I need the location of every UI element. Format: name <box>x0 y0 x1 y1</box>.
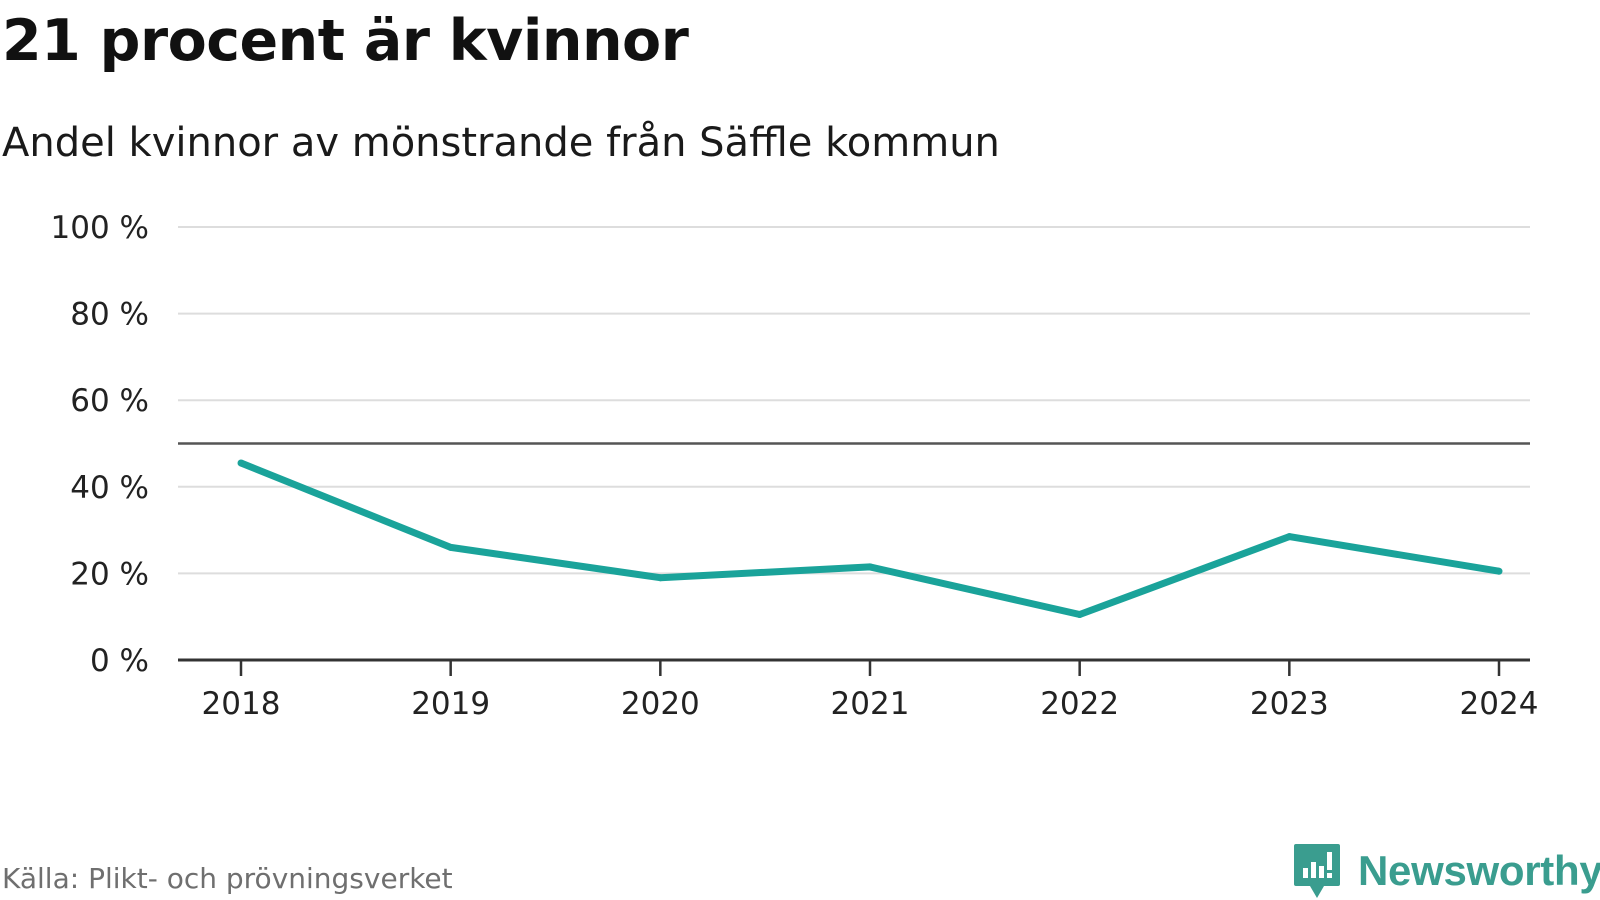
x-tick-label: 2021 <box>831 686 910 722</box>
data-point-2020 <box>656 574 664 582</box>
chart-title: 21 procent är kvinnor <box>2 8 689 74</box>
y-tick-label: 100 % <box>51 210 149 246</box>
x-tick-label: 2019 <box>411 686 490 722</box>
x-axis-ticks: 2018 2019 2020 2021 2022 2023 2024 <box>178 658 1539 722</box>
brand-logo: Newsworthy <box>1292 842 1600 900</box>
y-tick-label: 80 % <box>70 297 149 333</box>
x-tick-label: 2023 <box>1250 686 1329 722</box>
data-point-2024 <box>1495 567 1503 575</box>
x-tick-label: 2022 <box>1040 686 1119 722</box>
chart-subtitle: Andel kvinnor av mönstrande från Säffle … <box>2 120 1000 166</box>
data-series <box>237 459 1503 619</box>
gridlines <box>178 226 1530 575</box>
y-tick-label: 60 % <box>70 383 149 419</box>
y-tick-label: 0 % <box>90 643 149 679</box>
source-note: Källa: Plikt- och prövningsverket <box>2 862 453 895</box>
y-tick-label: 40 % <box>70 470 149 506</box>
x-tick-label: 2018 <box>202 686 281 722</box>
data-point-2022 <box>1076 611 1084 619</box>
x-tick-label: 2024 <box>1460 686 1539 722</box>
y-axis-ticks: 0 % 20 % 40 % 60 % 80 % 100 % <box>51 210 149 679</box>
brand-name: Newsworthy <box>1358 847 1600 894</box>
data-point-2021 <box>866 563 874 571</box>
series-line <box>239 459 1500 618</box>
y-tick-label: 20 % <box>70 556 149 592</box>
data-point-2018 <box>237 459 245 467</box>
x-tick-label: 2020 <box>621 686 700 722</box>
data-point-2023 <box>1285 533 1293 541</box>
data-point-2019 <box>447 543 455 551</box>
newsworthy-logo-icon <box>1294 844 1340 898</box>
